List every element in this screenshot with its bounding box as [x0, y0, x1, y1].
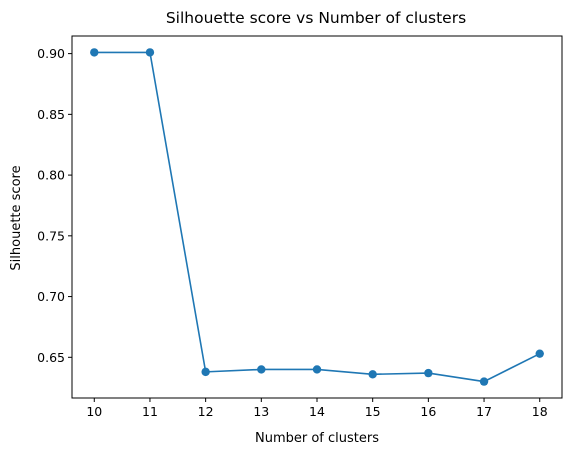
- x-tick-label: 15: [365, 404, 381, 419]
- y-tick-label: 0.80: [37, 168, 65, 183]
- x-axis: 10 11 12 13 14 15 16 17 18: [86, 398, 548, 419]
- data-point: [257, 365, 266, 374]
- x-tick-label: 11: [142, 404, 158, 419]
- plot-frame: [71, 35, 563, 399]
- data-point: [90, 48, 99, 57]
- x-tick-label: 10: [86, 404, 102, 419]
- x-tick-label: 14: [309, 404, 325, 419]
- y-axis-label: Silhouette score: [9, 165, 24, 270]
- y-tick-label: 0.90: [37, 46, 65, 61]
- y-tick-label: 0.65: [37, 350, 65, 365]
- y-tick-label: 0.85: [37, 107, 65, 122]
- chart-title: Silhouette score vs Number of clusters: [166, 9, 466, 27]
- data-point: [145, 48, 155, 57]
- series-layer: [90, 48, 544, 386]
- data-point: [201, 367, 210, 377]
- y-tick-label: 0.70: [37, 289, 65, 304]
- y-tick-label: 0.75: [37, 228, 65, 243]
- series-line: [94, 51, 541, 383]
- data-point: [424, 368, 433, 378]
- x-tick-label: 18: [532, 404, 548, 419]
- x-tick-label: 12: [198, 404, 214, 419]
- data-point: [479, 377, 489, 386]
- x-tick-label: 16: [420, 404, 436, 419]
- data-point: [535, 349, 544, 358]
- x-tick-label: 13: [253, 404, 269, 419]
- y-axis: 0.65 0.70 0.75 0.80 0.85 0.90: [37, 46, 72, 365]
- data-point: [368, 370, 377, 379]
- x-tick-label: 17: [476, 404, 492, 419]
- data-point: [312, 365, 322, 374]
- x-axis-label: Number of clusters: [255, 431, 379, 446]
